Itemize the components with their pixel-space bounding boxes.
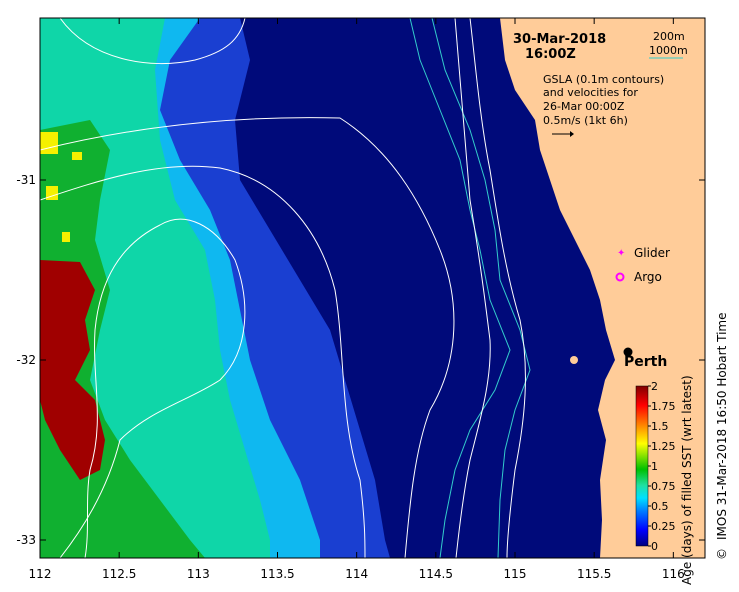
time-label: 16:00Z [525, 47, 576, 62]
colorbar-tick-label: 2 [651, 380, 658, 393]
colorbar [635, 385, 649, 547]
x-tick-label: 114.5 [419, 567, 453, 581]
colorbar-tick-label: 1.25 [651, 440, 676, 453]
date-label: 30-Mar-2018 [513, 32, 606, 47]
ocean-yellow-patch [40, 132, 58, 154]
depth-legend-shallow: 200m [653, 30, 685, 43]
credit-symbol: © [715, 548, 729, 560]
colorbar-tick-label: 0.25 [651, 520, 676, 533]
gsla-contour [59, 218, 246, 558]
perth-label: Perth [624, 354, 667, 370]
gsla-line-4: 0.5m/s (1kt 6h) [543, 114, 628, 127]
x-tick-label: 112.5 [102, 567, 136, 581]
colorbar-tick-label: 0.75 [651, 480, 676, 493]
ocean-yellow-patch [72, 152, 82, 160]
x-tick-label: 112 [29, 567, 52, 581]
y-tick-label: -31 [16, 173, 36, 187]
y-tick-label: -32 [16, 353, 36, 367]
island [570, 356, 578, 364]
ocean-dark-red-patch [40, 260, 105, 480]
colorbar-tick-label: 1 [651, 460, 658, 473]
ocean-yellow-patch [62, 232, 70, 242]
x-tick-label: 114 [345, 567, 368, 581]
glider-marker-icon: ✦ [617, 248, 625, 259]
glider-label: Glider [634, 246, 670, 260]
y-axis: -31 -32 -33 [16, 173, 705, 547]
x-tick-label: 115.5 [577, 567, 611, 581]
argo-label: Argo [634, 270, 662, 284]
map-frame [39, 17, 706, 559]
gsla-line-1: GSLA (0.1m contours) [543, 73, 664, 86]
x-tick-label: 115 [504, 567, 527, 581]
argo-marker-icon [615, 272, 625, 282]
x-tick-label: 113.5 [260, 567, 294, 581]
gsla-line-2: and velocities for [543, 86, 638, 99]
y-tick-label: -33 [16, 533, 36, 547]
isobath-200m-line [431, 18, 531, 558]
gsla-contour [59, 18, 246, 65]
colorbar-tick-label: 1.75 [651, 400, 676, 413]
isobath-1000m-line [409, 18, 511, 558]
x-axis: 112 112.5 113 113.5 114 114.5 115 115.5 116 [29, 18, 685, 581]
depth-legend-deep: 1000m [649, 44, 688, 57]
colorbar-tick-label: 0.5 [651, 500, 669, 513]
x-tick-label: 116 [662, 567, 685, 581]
land-region [500, 18, 705, 558]
gsla-contour [40, 117, 455, 558]
colorbar-tick-label: 0 [651, 540, 658, 553]
map-plot-area [40, 18, 705, 558]
gsla-contour [454, 18, 491, 558]
credit-label: IMOS 31-Mar-2018 16:50 Hobart Time [715, 313, 729, 540]
velocity-scale-arrow-icon [552, 131, 574, 137]
colorbar-tick-label: 1.5 [651, 420, 669, 433]
gsla-contour [40, 165, 366, 558]
colorbar-label: Age (days) of filled SST (wrt latest) [680, 375, 694, 585]
colorbar-ticks: 2 1.75 1.5 1.25 1 0.75 0.5 0.25 0 [648, 380, 676, 553]
perth-marker-icon [623, 347, 633, 357]
gsla-line-3: 26-Mar 00:00Z [543, 100, 625, 113]
gsla-contour [469, 18, 526, 558]
x-tick-label: 113 [187, 567, 210, 581]
